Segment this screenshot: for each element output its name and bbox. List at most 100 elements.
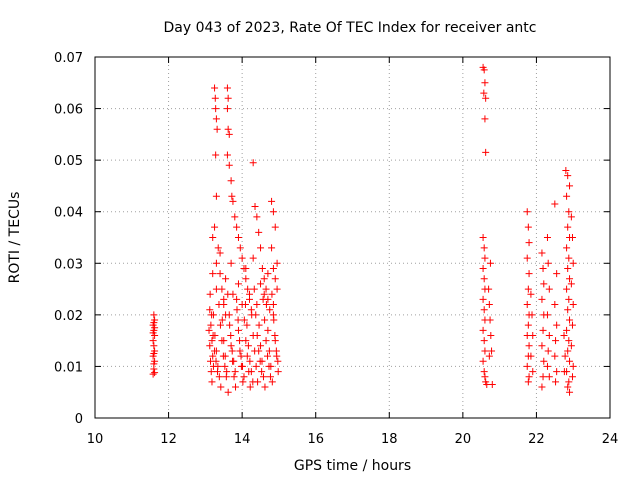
data-point	[150, 319, 158, 327]
data-point	[269, 264, 277, 272]
data-point	[243, 352, 251, 360]
data-point	[243, 321, 251, 329]
data-point	[211, 94, 219, 102]
data-point	[208, 378, 216, 386]
data-point	[561, 352, 569, 360]
data-point	[258, 264, 266, 272]
y-tick-label: 0.01	[54, 360, 83, 375]
x-tick-label: 20	[455, 432, 472, 447]
data-point	[150, 342, 158, 350]
data-point	[480, 306, 488, 314]
data-point	[481, 115, 489, 123]
data-point	[215, 373, 223, 381]
data-point	[543, 362, 551, 370]
data-point	[565, 254, 573, 262]
data-point	[539, 264, 547, 272]
data-point	[551, 301, 559, 309]
data-point	[253, 331, 261, 339]
data-point	[236, 244, 244, 252]
data-point	[524, 223, 532, 231]
data-point	[525, 239, 533, 247]
data-point	[481, 373, 489, 381]
data-point	[488, 380, 496, 388]
data-point	[206, 290, 214, 298]
data-point	[222, 373, 230, 381]
data-point	[487, 331, 495, 339]
data-point	[215, 301, 223, 309]
data-point	[269, 301, 277, 309]
data-point	[151, 369, 159, 377]
data-point	[523, 301, 531, 309]
data-point	[233, 306, 241, 314]
data-point	[563, 244, 571, 252]
data-point	[565, 295, 573, 303]
x-tick-label: 14	[234, 432, 251, 447]
data-point	[240, 373, 248, 381]
data-point	[564, 347, 572, 355]
data-point	[212, 192, 220, 200]
data-point	[209, 352, 217, 360]
data-point	[563, 326, 571, 334]
data-point	[227, 259, 235, 267]
data-point	[545, 285, 553, 293]
data-point	[529, 368, 537, 376]
data-point	[236, 347, 244, 355]
data-point	[208, 337, 216, 345]
data-point	[224, 388, 232, 396]
data-point	[262, 301, 270, 309]
data-point	[567, 342, 575, 350]
data-point	[255, 347, 263, 355]
data-point	[564, 172, 572, 180]
grid-layer	[95, 57, 610, 418]
data-point	[228, 192, 236, 200]
data-point	[209, 234, 217, 241]
data-point	[256, 357, 264, 365]
data-point	[211, 84, 219, 92]
data-point	[268, 244, 276, 252]
data-point	[257, 244, 265, 252]
data-point	[528, 311, 536, 319]
data-point	[234, 280, 242, 288]
data-point	[213, 368, 221, 376]
data-point	[268, 290, 276, 298]
data-point	[568, 234, 576, 241]
data-point	[239, 378, 247, 386]
data-point	[525, 373, 533, 381]
data-point	[264, 352, 272, 360]
data-point	[223, 105, 231, 113]
data-point	[239, 362, 247, 370]
data-point	[479, 295, 487, 303]
data-point	[258, 368, 266, 376]
data-point	[224, 94, 232, 102]
data-point	[524, 285, 532, 293]
x-tick-label: 24	[602, 432, 619, 447]
data-point	[567, 213, 575, 221]
data-point	[266, 373, 274, 381]
data-point	[264, 270, 272, 278]
data-point	[568, 373, 576, 381]
data-point	[264, 326, 272, 334]
data-point	[568, 321, 576, 329]
data-point	[223, 151, 231, 159]
data-point	[246, 357, 254, 365]
data-point	[271, 223, 279, 231]
data-point	[486, 259, 494, 267]
data-point	[539, 326, 547, 334]
y-tick-label: 0.07	[54, 51, 83, 66]
data-point	[225, 161, 233, 169]
data-point	[565, 208, 573, 216]
data-point	[274, 357, 282, 365]
data-point	[233, 295, 241, 303]
data-point	[566, 275, 574, 283]
data-point	[257, 280, 265, 288]
data-point	[227, 342, 235, 350]
data-point	[523, 362, 531, 370]
data-point	[524, 321, 532, 329]
y-tick-label: 0.04	[54, 206, 83, 221]
data-point	[222, 275, 230, 283]
data-point	[227, 177, 235, 185]
data-point	[150, 350, 158, 358]
data-point	[209, 270, 217, 278]
data-point	[529, 331, 537, 339]
